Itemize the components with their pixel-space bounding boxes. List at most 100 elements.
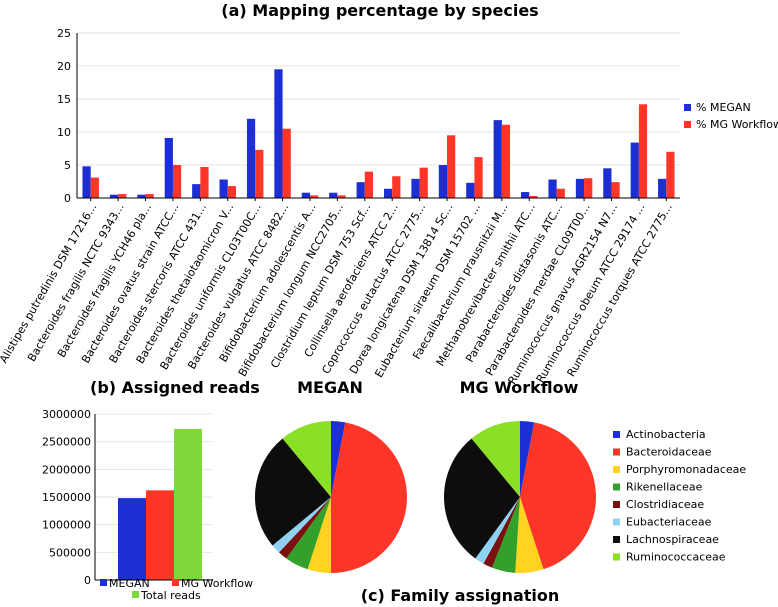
panel-b-title: (b) Assigned reads: [90, 378, 260, 397]
panel-b-y-tick-label: 2000000: [42, 463, 91, 476]
panel-b-title-text: Assigned reads: [122, 378, 260, 397]
pie-megan-title: MEGAN: [297, 378, 363, 397]
panel-a-bar-mg-workflow: [118, 194, 127, 198]
panel-a-bar-megan: [219, 179, 228, 198]
panel-b-bar-2: [174, 428, 202, 580]
panel-a-bar-mg-workflow: [584, 178, 593, 198]
panel-a-bar-mg-workflow: [392, 176, 401, 198]
panel-a-bar-megan: [521, 192, 530, 198]
pie-mg-workflow-title: MG Workflow: [460, 378, 579, 397]
panel-a-bar-megan: [383, 188, 393, 198]
panel-b-legend-label: MEGAN: [109, 577, 150, 590]
panel-b-legend-label: Total reads: [140, 589, 201, 602]
panel-a-y-tick-label: 20: [57, 60, 71, 73]
panel-a-bar-megan: [246, 118, 256, 198]
panel-a-bar-megan: [274, 69, 283, 198]
panel-c-legend-label: Bacteroidaceae: [626, 446, 712, 459]
pie-slice-eubacteriaceae: [475, 497, 520, 564]
panel-a-bar-mg-workflow: [90, 177, 99, 198]
panel-a-y-ticks: 0 5 10 15 20 25: [57, 27, 71, 205]
panel-a-legend: % MEGAN % MG Workflow: [684, 101, 778, 131]
pie-slice-actinobacteria: [520, 421, 535, 497]
panel-a-bar-mg-workflow: [501, 124, 511, 198]
pie-slice-rikenellaceae: [286, 497, 331, 570]
panel-a-bar-megan: [630, 142, 639, 198]
panel-c-legend-swatch: [613, 501, 620, 508]
panel-c-title-text: Family assignation: [390, 586, 559, 605]
pie-slice-ruminococcaceae: [471, 421, 520, 497]
panel-a-bar-mg-workflow: [474, 157, 483, 198]
panel-a-legend-swatch: [684, 104, 691, 111]
panel-c-legend-swatch: [613, 553, 620, 561]
panel-c-legend-swatch: [613, 536, 620, 543]
panel-a-bar-megan: [329, 192, 338, 198]
pie-slice-clostridiaceae: [278, 497, 331, 559]
panel-a-bar-mg-workflow: [419, 167, 428, 198]
panel-a-y-tick-label: 10: [57, 126, 71, 139]
pie-slice-actinobacteria: [331, 421, 346, 497]
panel-c-title: (c) Family assignation: [361, 586, 560, 605]
panel-a-bar-mg-workflow: [447, 135, 456, 198]
panel-a-bar-mg-workflow: [200, 166, 209, 198]
panel-a-bar-megan: [466, 182, 475, 198]
panel-a-y-tick-label: 25: [57, 27, 71, 40]
panel-b-legend-swatch: [132, 591, 139, 598]
panel-b-y-tick-label: 1000000: [42, 519, 91, 532]
pie-slice-clostridiaceae: [483, 497, 520, 568]
panel-c-legend-label: Clostridiaceae: [626, 498, 704, 511]
panel-c-legend-swatch: [613, 466, 620, 473]
pie-slice-ruminococcaceae: [282, 421, 331, 497]
panel-a-bar-megan: [411, 178, 420, 198]
panel-a-bar-mg-workflow: [145, 194, 154, 198]
panel-a-bar-megan: [109, 194, 119, 198]
panel-b-label: (b): [90, 378, 116, 397]
panel-c-legend-label: Porphyromonadaceae: [626, 463, 746, 476]
panel-a-bar-mg-workflow: [666, 151, 675, 198]
panel-a-bar-mg-workflow: [227, 186, 236, 198]
pie-slice-bacteroidaceae: [520, 422, 596, 570]
panel-b-y-tick-label: 0: [84, 574, 91, 587]
pie-slice-porphyromonadaceae: [515, 497, 544, 573]
panel-a-bar-mg-workflow: [337, 195, 346, 198]
panel-b-legend-swatch: [100, 579, 107, 586]
panel-c-legend-label: Ruminococcaceae: [626, 551, 726, 564]
panel-a-bar-mg-workflow: [172, 165, 182, 198]
panel-c-legend-label: Actinobacteria: [626, 428, 706, 441]
panel-b-legend-label: MG Workflow: [181, 577, 253, 590]
panel-a-y-tick-label: 15: [57, 93, 71, 106]
panel-a-bar-megan: [356, 182, 365, 198]
panel-c-legend-label: Lachnospiraceae: [626, 533, 719, 546]
panel-a-bar-megan: [658, 178, 667, 198]
panel-c-legend-swatch: [613, 518, 620, 526]
panel-a-bar-mg-workflow: [638, 104, 648, 198]
pie-mg-workflow: [444, 421, 596, 573]
panel-b-y-tick-label: 2500000: [42, 436, 91, 449]
panel-c-legend-label: Eubacteriaceae: [626, 516, 712, 529]
panel-a-bar-mg-workflow: [556, 188, 565, 198]
panel-b-legend-swatch: [172, 579, 179, 586]
pie-megan: [255, 421, 407, 573]
panel-a-y-tick-label: 5: [64, 159, 71, 172]
panel-a-bar-megan: [164, 137, 173, 198]
panel-b-y-tick-label: 3000000: [42, 408, 91, 421]
panel-a-bars: [82, 69, 675, 198]
panel-b-bars: [118, 428, 202, 580]
panel-a-legend-label: % MEGAN: [696, 101, 751, 114]
panel-a-title: (a) Mapping percentage by species: [221, 1, 538, 20]
pie-slice-lachnospiraceae: [255, 438, 331, 546]
panel-b-bar-0: [118, 498, 146, 580]
panel-a-bar-mg-workflow: [255, 149, 264, 198]
panel-a-bar-mg-workflow: [309, 195, 319, 198]
panel-a-bar-megan: [493, 120, 502, 198]
panel-c-legend-swatch: [613, 431, 620, 438]
pie-slice-lachnospiraceae: [444, 438, 520, 559]
panel-a-bar-megan: [603, 168, 612, 198]
panel-a-bar-mg-workflow: [611, 182, 620, 198]
pie-slice-porphyromonadaceae: [307, 497, 331, 573]
panel-a-bar-megan: [192, 184, 201, 198]
panel-c-legend-swatch: [613, 483, 620, 491]
pie-slice-eubacteriaceae: [272, 497, 331, 553]
panel-a-bar-mg-workflow: [364, 171, 374, 198]
panel-a-bar-megan: [438, 165, 448, 198]
